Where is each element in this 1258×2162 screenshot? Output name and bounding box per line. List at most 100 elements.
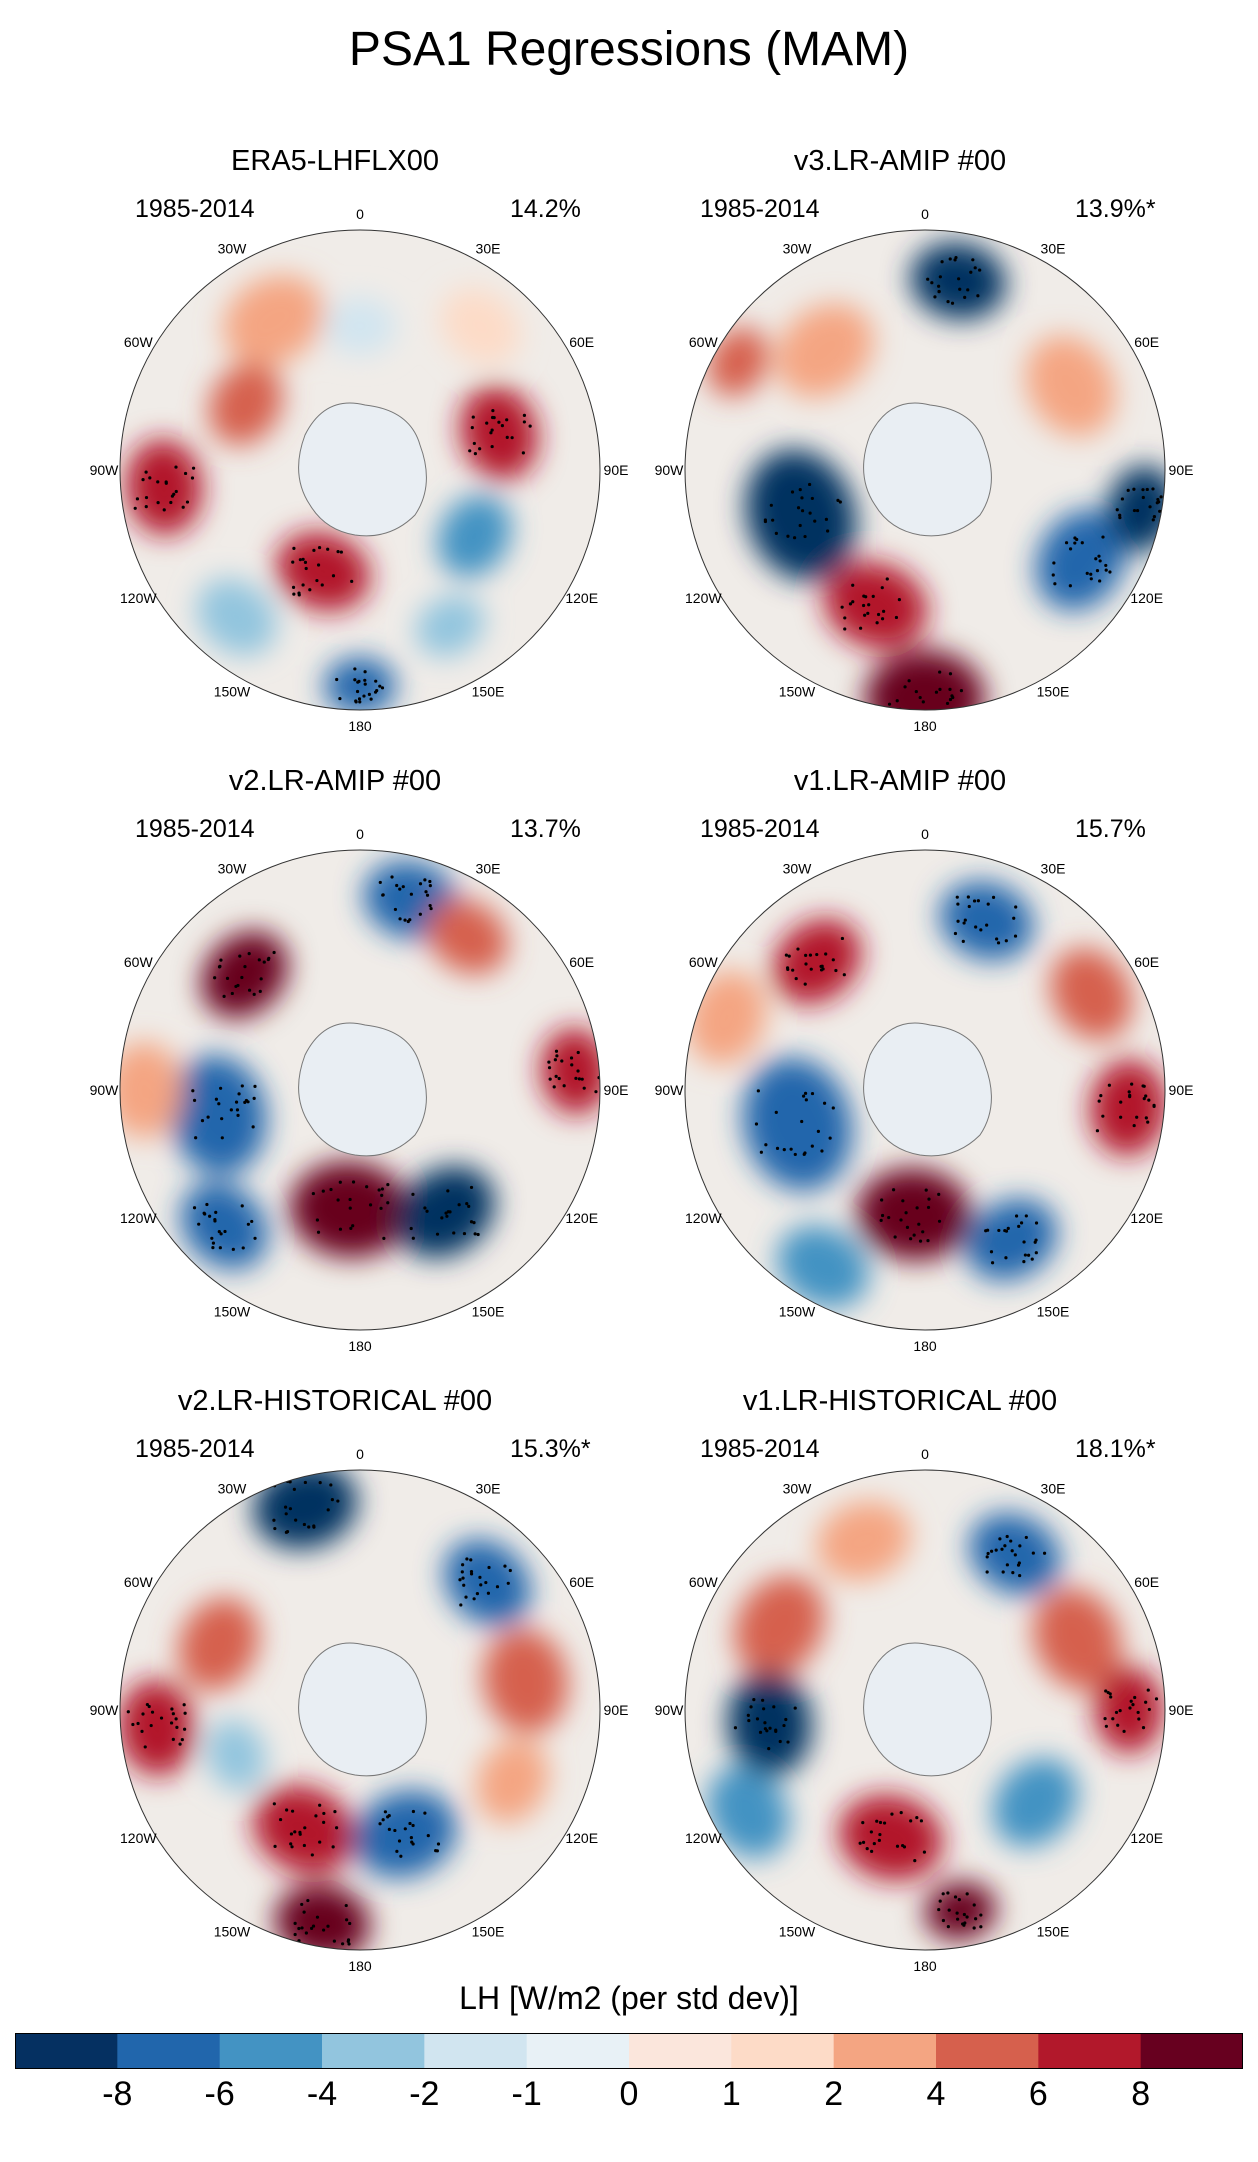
anomaly-region xyxy=(1032,1587,1122,1691)
longitude-label: 150E xyxy=(472,684,505,700)
anomaly-region xyxy=(824,561,928,649)
longitude-label: 90W xyxy=(655,462,685,478)
colorbar-segment xyxy=(833,2033,937,2069)
longitude-label: 90W xyxy=(90,1082,120,1098)
panel-v1-amip: v1.LR-AMIP #00 1985-2014 15.7% 0 30E 60E 90… xyxy=(620,765,1240,1365)
anomaly-region xyxy=(324,297,396,355)
longitude-label: 0 xyxy=(921,1446,929,1462)
colorbar-segment xyxy=(1140,2033,1243,2069)
longitude-label: 60W xyxy=(124,334,154,350)
panel-title: v1.LR-AMIP #00 xyxy=(793,765,1007,797)
map-boundary xyxy=(119,229,601,711)
longitude-label: 60W xyxy=(124,1574,154,1590)
anomaly-region xyxy=(816,1501,911,1581)
anomaly-region xyxy=(426,899,508,975)
longitude-label: 0 xyxy=(356,206,364,222)
panel-percent: 15.3%* xyxy=(510,1435,591,1463)
anomaly-region xyxy=(482,1628,569,1734)
anomaly-region xyxy=(178,1597,259,1691)
longitude-label: 120W xyxy=(685,1210,722,1226)
colorbar-segment xyxy=(526,2033,630,2069)
panel-title: v1.LR-HISTORICAL #00 xyxy=(742,1385,1058,1417)
longitude-label: 180 xyxy=(348,1958,372,1974)
anomaly-region xyxy=(125,439,203,536)
longitude-label: 150W xyxy=(779,1304,816,1320)
longitude-label: 120E xyxy=(565,590,598,606)
anomaly-region xyxy=(476,1739,549,1823)
colorbar-tick-label: 8 xyxy=(1131,2075,1151,2113)
anomaly-region xyxy=(734,1575,825,1677)
longitude-label: 120W xyxy=(120,1830,157,1846)
longitude-label: 180 xyxy=(348,718,372,734)
colorbar-title: LH [W/m2 (per std dev)] xyxy=(459,1980,799,2016)
anomaly-region xyxy=(180,1182,268,1270)
longitude-label: 150E xyxy=(1037,1304,1070,1320)
longitude-label: 30W xyxy=(218,1480,248,1496)
colorbar-segment xyxy=(424,2033,528,2069)
polar-map: 0 30E 60E 90E 120E 150E 180 150W 120W 90W 60W 30W xyxy=(655,1446,1194,1974)
anomaly-region xyxy=(459,385,539,481)
longitude-label: 60E xyxy=(1134,1574,1159,1590)
anomaly-region xyxy=(838,1794,943,1881)
colorbar-segment xyxy=(117,2033,221,2069)
anomaly-region xyxy=(772,918,862,1004)
anomaly-region xyxy=(353,1790,457,1878)
longitude-label: 180 xyxy=(913,718,937,734)
anomaly-region xyxy=(223,275,324,366)
figure-title: PSA1 Regressions (MAM) xyxy=(348,23,910,76)
anomaly-region xyxy=(276,531,371,612)
colorbar-segment xyxy=(322,2033,425,2069)
longitude-label: 150E xyxy=(1037,1924,1070,1940)
longitude-label: 120E xyxy=(565,1210,598,1226)
anomaly-region xyxy=(924,1881,997,1940)
longitude-label: 30W xyxy=(783,1480,813,1496)
longitude-label: 90E xyxy=(1169,1702,1194,1718)
longitude-label: 120E xyxy=(1130,590,1163,606)
colorbar-segment xyxy=(629,2033,732,2069)
polar-map: 0 30E 60E 90E 120E 150E 180 150W 120W 90W 60W 30W xyxy=(90,826,629,1354)
colorbar-tick-label: 6 xyxy=(1028,2075,1048,2113)
panel-years: 1985-2014 xyxy=(135,815,255,843)
panel-title: v2.LR-HISTORICAL #00 xyxy=(177,1385,493,1417)
longitude-label: 30W xyxy=(783,860,813,876)
anomaly-region xyxy=(686,970,767,1065)
anomaly-region xyxy=(727,1670,812,1777)
longitude-label: 60E xyxy=(569,1574,594,1590)
longitude-label: 120E xyxy=(565,1830,598,1846)
anomaly-region xyxy=(437,494,512,578)
longitude-label: 90W xyxy=(655,1702,685,1718)
colorbar-tick-label: 0 xyxy=(619,2075,639,2113)
panel-years: 1985-2014 xyxy=(135,1435,255,1463)
anomaly-region xyxy=(1025,335,1116,437)
anomaly-region xyxy=(1035,509,1126,611)
panel-title: ERA5-LHFLX00 xyxy=(231,145,439,177)
longitude-label: 30E xyxy=(476,240,501,256)
panel-percent: 14.2% xyxy=(510,195,581,223)
colorbar-tick-label: 1 xyxy=(721,2075,741,2113)
antarctica-outline xyxy=(863,1642,992,1777)
colorbar-segment xyxy=(15,2033,118,2069)
longitude-label: 60W xyxy=(689,1574,719,1590)
anomaly-region xyxy=(856,1168,972,1261)
anomaly-region xyxy=(965,1198,1058,1281)
colorbar xyxy=(15,2033,1243,2069)
longitude-label: 90E xyxy=(1169,1082,1194,1098)
longitude-label: 150W xyxy=(214,684,251,700)
map-boundary xyxy=(684,229,1166,711)
longitude-label: 0 xyxy=(356,1446,364,1462)
longitude-label: 60E xyxy=(1134,954,1159,970)
longitude-label: 180 xyxy=(348,1338,372,1354)
longitude-label: 30W xyxy=(218,860,248,876)
longitude-label: 60E xyxy=(1134,334,1159,350)
anomaly-region xyxy=(776,303,874,398)
colorbar-segment xyxy=(219,2033,323,2069)
anomaly-region xyxy=(208,362,283,446)
anomaly-region xyxy=(742,1057,853,1191)
longitude-label: 30E xyxy=(476,1480,501,1496)
panel-years: 1985-2014 xyxy=(700,1435,820,1463)
panel-v2-historical: v2.LR-HISTORICAL #00 1985-2014 15.3%* 0 3… xyxy=(55,1385,675,1985)
longitude-label: 150W xyxy=(779,684,816,700)
longitude-label: 90W xyxy=(90,1702,120,1718)
anomaly-region xyxy=(120,1042,183,1138)
anomaly-region xyxy=(120,1679,196,1776)
